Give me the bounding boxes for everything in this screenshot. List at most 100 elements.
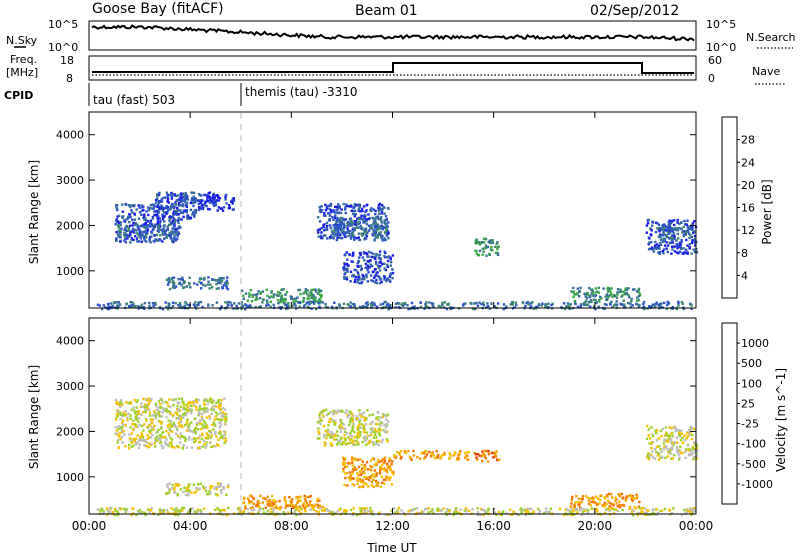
- scatter-cell: [111, 511, 115, 514]
- scatter-cell: [675, 251, 679, 254]
- scatter-cell: [199, 509, 202, 512]
- scatter-cell: [379, 468, 382, 471]
- scatter-cell: [236, 507, 240, 511]
- scatter-cell: [169, 205, 173, 208]
- scatter-cell: [324, 408, 328, 412]
- scatter-cell: [120, 427, 123, 430]
- scatter-cell: [606, 298, 609, 301]
- scatter-cell: [346, 258, 349, 261]
- scatter-cell: [149, 219, 152, 222]
- scatter-cell: [304, 288, 307, 291]
- scatter-cell: [655, 431, 658, 435]
- scatter-cell: [168, 482, 171, 485]
- scatter-cell: [322, 424, 326, 428]
- scatter-cell: [136, 434, 139, 437]
- date-title: 02/Sep/2012: [590, 3, 679, 19]
- scatter-cell: [389, 467, 392, 470]
- scatter-cell: [370, 207, 373, 210]
- scatter-cell: [607, 508, 611, 511]
- scatter-cell: [177, 408, 181, 411]
- scatter-cell: [424, 305, 427, 308]
- scatter-cell: [392, 470, 395, 474]
- scatter-cell: [127, 412, 130, 415]
- scatter-cell: [181, 278, 184, 281]
- scatter-cell: [589, 295, 592, 298]
- scatter-cell: [436, 456, 439, 459]
- scatter-cell: [349, 280, 352, 283]
- scatter-cell: [300, 508, 303, 511]
- scatter-cell: [673, 234, 676, 238]
- scatter-cell: [281, 297, 285, 301]
- scatter-cell: [502, 303, 506, 306]
- scatter-cell: [544, 507, 548, 510]
- scatter-cell: [207, 304, 210, 307]
- scatter-cell: [678, 429, 681, 432]
- scatter-cell: [603, 501, 607, 504]
- scatter-cell: [249, 304, 252, 307]
- y-tick-label: 3000: [56, 174, 84, 187]
- scatter-cell: [380, 204, 384, 207]
- power-plot-area: [96, 191, 699, 311]
- scatter-cell: [174, 285, 178, 288]
- scatter-cell: [611, 306, 614, 309]
- scatter-cell: [219, 509, 222, 513]
- scatter-cell: [385, 222, 388, 226]
- scatter-cell: [362, 221, 365, 224]
- scatter-cell: [199, 300, 203, 304]
- scatter-cell: [294, 297, 298, 300]
- scatter-cell: [168, 491, 171, 494]
- scatter-cell: [216, 196, 220, 199]
- scatter-cell: [157, 201, 161, 204]
- scatter-cell: [306, 305, 309, 308]
- scatter-cell: [176, 401, 179, 404]
- scatter-cell: [361, 234, 364, 237]
- scatter-cell: [136, 232, 139, 235]
- scatter-cell: [354, 221, 357, 225]
- scatter-cell: [364, 219, 367, 223]
- scatter-cell: [186, 411, 189, 414]
- scatter-cell: [156, 205, 159, 208]
- scatter-cell: [109, 305, 112, 309]
- scatter-cell: [143, 226, 146, 229]
- scatter-cell: [151, 414, 155, 417]
- scatter-cell: [223, 441, 226, 445]
- scatter-cell: [347, 304, 351, 307]
- scatter-cell: [125, 218, 128, 221]
- scatter-cell: [338, 439, 342, 443]
- scatter-cell: [351, 420, 355, 423]
- scatter-cell: [179, 209, 182, 212]
- scatter-cell: [695, 457, 698, 460]
- scatter-cell: [189, 286, 192, 289]
- scatter-cell: [115, 402, 118, 405]
- scatter-cell: [255, 504, 259, 507]
- scatter-cell: [357, 465, 361, 469]
- scatter-cell: [370, 226, 373, 229]
- scatter-cell: [119, 508, 122, 511]
- colorbar-tick-label: 25: [741, 397, 755, 410]
- scatter-cell: [167, 404, 170, 408]
- scatter-cell: [365, 443, 368, 446]
- scatter-cell: [189, 407, 192, 411]
- scatter-cell: [585, 303, 588, 307]
- scatter-cell: [335, 219, 338, 222]
- scatter-cell: [149, 225, 152, 228]
- scatter-cell: [437, 304, 441, 308]
- scatter-cell: [604, 508, 608, 512]
- scatter-cell: [616, 288, 620, 291]
- scatter-cell: [196, 510, 199, 513]
- scatter-cell: [200, 415, 204, 419]
- scatter-cell: [346, 462, 350, 465]
- scatter-cell: [161, 218, 165, 221]
- scatter-cell: [143, 302, 147, 305]
- scatter-cell: [165, 205, 168, 208]
- scatter-cell: [471, 508, 474, 511]
- scatter-cell: [138, 438, 141, 442]
- scatter-cell: [377, 217, 380, 221]
- scatter-cell: [629, 305, 633, 308]
- scatter-cell: [664, 426, 668, 429]
- scatter-cell: [654, 429, 657, 432]
- scatter-cell: [222, 277, 225, 280]
- scatter-cell: [349, 419, 352, 422]
- scatter-cell: [419, 301, 422, 304]
- scatter-cell: [315, 307, 318, 311]
